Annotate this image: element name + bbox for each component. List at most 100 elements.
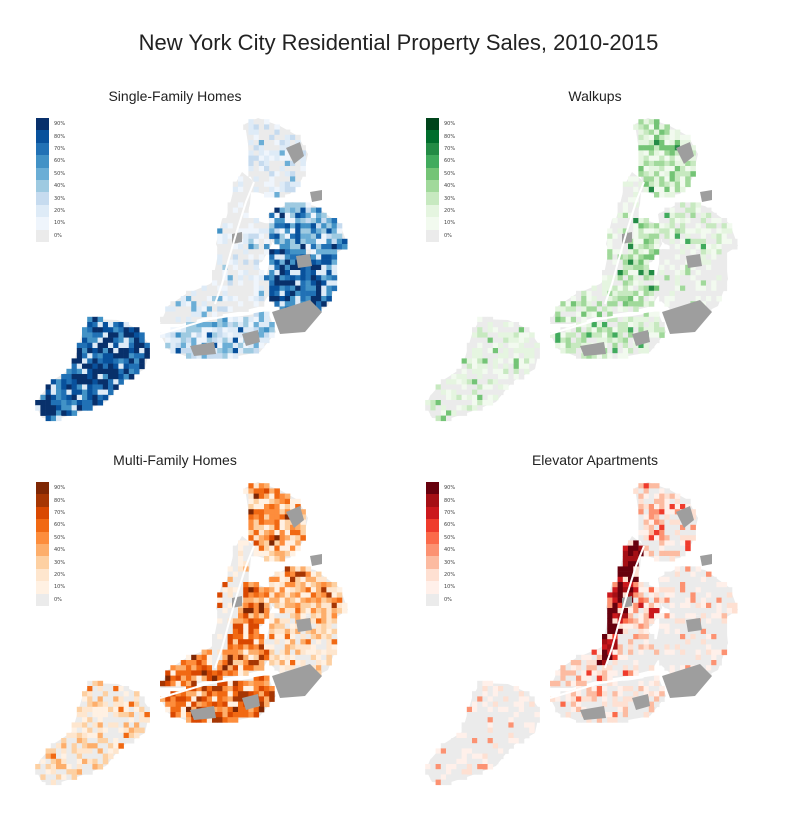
tract-cell: [284, 150, 291, 156]
tract-cell: [721, 285, 728, 292]
tract-cell: [633, 259, 639, 266]
tract-cell: [269, 545, 275, 552]
tract-cell: [628, 649, 634, 656]
tract-cell: [477, 764, 483, 770]
tract-cell: [529, 332, 535, 338]
tract-cell: [56, 405, 62, 411]
tract-cell: [61, 379, 67, 385]
tract-cell: [643, 316, 650, 323]
tract-cell: [487, 327, 494, 333]
tract-cell: [40, 405, 46, 411]
tract-cell: [134, 368, 140, 375]
tract-cell: [274, 223, 280, 229]
tract-cell: [633, 238, 639, 245]
tract-cell: [284, 228, 291, 234]
legend-item: 90%: [426, 482, 455, 495]
tract-cell: [40, 758, 46, 765]
tract-cell: [217, 670, 223, 676]
tract-cell: [201, 332, 208, 338]
tract-cell: [295, 602, 301, 609]
tract-cell: [279, 290, 286, 297]
tract-cell: [326, 644, 332, 650]
tract-cell: [274, 602, 280, 609]
tract-cell: [685, 649, 691, 656]
tract-cell: [290, 270, 296, 276]
tract-cell: [482, 389, 488, 396]
tract-cell: [482, 732, 488, 739]
tract-cell: [716, 280, 722, 286]
tract-cell: [316, 280, 322, 286]
tract-cell: [186, 701, 192, 708]
tract-cell: [628, 280, 634, 286]
tract-cell: [716, 223, 722, 229]
tract-cell: [300, 171, 306, 177]
tract-cell: [680, 654, 686, 661]
park-area: [190, 342, 216, 356]
tract-cell: [529, 348, 535, 354]
tract-cell: [685, 535, 691, 541]
tract-cell: [456, 738, 462, 744]
tract-cell: [654, 337, 660, 344]
tract-cell: [300, 290, 306, 297]
tract-cell: [430, 764, 436, 770]
tract-cell: [508, 368, 514, 375]
tract-cell: [123, 322, 130, 328]
tract-cell: [87, 738, 93, 744]
tract-cell: [706, 249, 712, 255]
tract-cell: [680, 212, 686, 219]
tract-cell: [643, 488, 650, 494]
tract-cell: [643, 680, 650, 687]
tract-cell: [113, 686, 119, 692]
tract-cell: [269, 192, 275, 198]
tract-cell: [633, 264, 639, 271]
legend-label: 30%: [54, 559, 66, 566]
tract-cell: [612, 649, 618, 656]
tract-cell: [284, 181, 291, 188]
tract-cell: [76, 342, 83, 349]
tract-cell: [123, 342, 130, 349]
tract-cell: [721, 275, 728, 281]
park-area: [580, 706, 606, 720]
map-title: Single-Family Homes: [108, 88, 242, 104]
tract-cell: [482, 358, 488, 364]
tract-cell: [498, 696, 504, 702]
tract-cell: [700, 634, 707, 640]
tract-cell: [279, 524, 286, 531]
tract-cell: [321, 212, 327, 219]
tract-cell: [617, 608, 624, 614]
tract-cell: [331, 618, 338, 624]
tract-cell: [186, 654, 192, 661]
tract-cell: [648, 311, 655, 318]
tract-cell: [498, 384, 504, 390]
tract-cell: [243, 244, 249, 250]
tract-cell: [638, 270, 644, 276]
tract-cell: [243, 301, 249, 307]
tract-cell: [602, 701, 608, 708]
tract-cell: [654, 608, 660, 614]
tract-cell: [274, 639, 280, 645]
tract-cell: [612, 691, 618, 697]
tract-cell: [232, 186, 239, 193]
tract-cell: [570, 680, 577, 687]
tract-cell: [284, 186, 291, 193]
tract-cell: [721, 254, 728, 260]
tract-cell: [227, 244, 234, 250]
tract-cell: [680, 587, 686, 593]
tract-cell: [66, 774, 72, 780]
tract-cell: [295, 540, 301, 546]
tract-cell: [227, 259, 234, 266]
tract-cell: [628, 639, 634, 645]
tract-cell: [290, 660, 296, 666]
legend-item: 50%: [426, 531, 455, 544]
tract-cell: [238, 259, 244, 266]
tract-cell: [331, 608, 338, 614]
tract-cell: [664, 654, 670, 661]
tract-cell: [628, 337, 634, 344]
tract-cell: [186, 306, 192, 312]
tract-cell: [524, 717, 530, 723]
tract-cell: [591, 353, 598, 359]
tract-cell: [695, 228, 702, 234]
tract-cell: [430, 394, 436, 401]
tract-cell: [477, 680, 483, 687]
tract-cell: [274, 504, 280, 510]
